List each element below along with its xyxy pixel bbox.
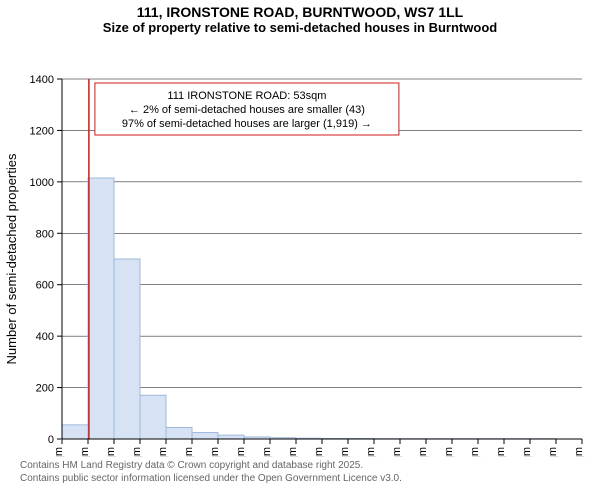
svg-text:110sqm: 110sqm <box>131 447 143 457</box>
svg-text:372sqm: 372sqm <box>365 447 377 457</box>
svg-text:168sqm: 168sqm <box>183 447 195 457</box>
footer-line-2: Contains public sector information licen… <box>20 472 600 485</box>
svg-text:600: 600 <box>36 280 54 292</box>
histogram-svg: 0 200 400 600 800 1000 1200 1400 23sqm 52sqm 81sqm… <box>0 37 600 457</box>
footer-line-1: Contains HM Land Registry data © Crown c… <box>20 459 600 472</box>
svg-text:197sqm: 197sqm <box>209 447 221 457</box>
svg-text:343sqm: 343sqm <box>339 447 351 457</box>
svg-text:23sqm: 23sqm <box>53 447 65 457</box>
svg-text:1400: 1400 <box>30 74 54 86</box>
svg-text:97% of semi-detached houses ar: 97% of semi-detached houses are larger (… <box>122 118 372 130</box>
svg-text:604sqm: 604sqm <box>573 447 585 457</box>
svg-text:459sqm: 459sqm <box>443 447 455 457</box>
chart-subtitle: Size of property relative to semi-detach… <box>0 20 600 37</box>
svg-text:255sqm: 255sqm <box>261 447 273 457</box>
svg-text:1000: 1000 <box>30 177 54 189</box>
svg-text:400: 400 <box>36 331 54 343</box>
svg-text:546sqm: 546sqm <box>521 447 533 457</box>
svg-text:313sqm: 313sqm <box>313 447 325 457</box>
svg-text:0: 0 <box>48 434 54 446</box>
attribution-footer: Contains HM Land Registry data © Crown c… <box>0 459 600 485</box>
svg-text:430sqm: 430sqm <box>417 447 429 457</box>
svg-text:Number of semi-detached proper: Number of semi-detached properties <box>4 153 19 364</box>
svg-text:81sqm: 81sqm <box>105 447 117 457</box>
svg-text:200: 200 <box>36 383 54 395</box>
svg-text:488sqm: 488sqm <box>469 447 481 457</box>
svg-text:1200: 1200 <box>30 125 54 137</box>
svg-text:← 2% of semi-detached houses a: ← 2% of semi-detached houses are smaller… <box>129 104 365 116</box>
svg-text:226sqm: 226sqm <box>235 447 247 457</box>
svg-text:111 IRONSTONE ROAD: 53sqm: 111 IRONSTONE ROAD: 53sqm <box>167 90 326 102</box>
chart-area: 0 200 400 600 800 1000 1200 1400 23sqm 52sqm 81sqm… <box>0 37 600 457</box>
svg-text:401sqm: 401sqm <box>391 447 403 457</box>
svg-text:575sqm: 575sqm <box>547 447 559 457</box>
svg-text:517sqm: 517sqm <box>495 447 507 457</box>
svg-text:52sqm: 52sqm <box>79 447 91 457</box>
chart-title: 111, IRONSTONE ROAD, BURNTWOOD, WS7 1LL <box>0 0 600 20</box>
svg-text:139sqm: 139sqm <box>157 447 169 457</box>
svg-text:284sqm: 284sqm <box>287 447 299 457</box>
svg-text:800: 800 <box>36 228 54 240</box>
